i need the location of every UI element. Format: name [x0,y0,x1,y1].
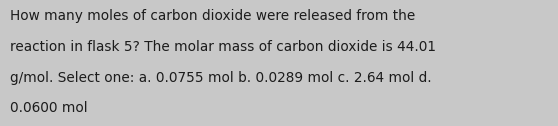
Text: reaction in flask 5? The molar mass of carbon dioxide is 44.01: reaction in flask 5? The molar mass of c… [10,40,436,54]
Text: 0.0600 mol: 0.0600 mol [10,101,88,115]
Text: g/mol. Select one: a. 0.0755 mol b. 0.0289 mol c. 2.64 mol d.: g/mol. Select one: a. 0.0755 mol b. 0.02… [10,71,432,85]
Text: How many moles of carbon dioxide were released from the: How many moles of carbon dioxide were re… [10,9,415,23]
